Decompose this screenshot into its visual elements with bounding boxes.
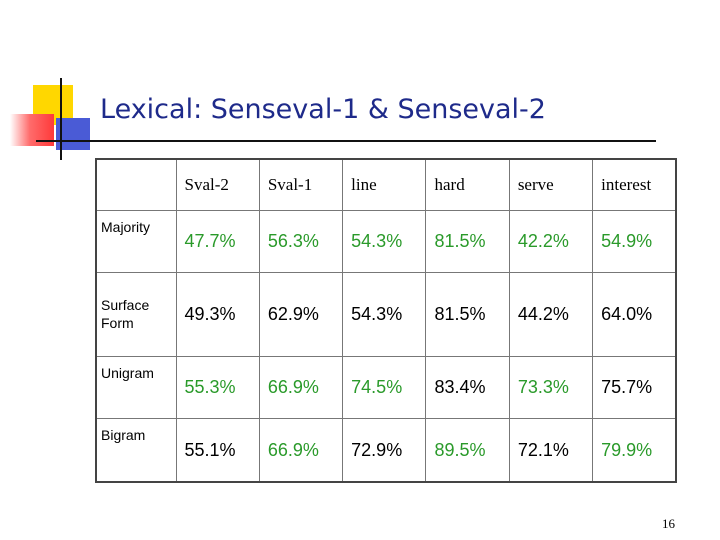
table-cell: 72.9%	[342, 418, 427, 483]
table-cell: 75.7%	[592, 356, 677, 420]
header-cell-sval1: Sval-1	[258, 158, 344, 211]
table-row: Unigram 55.3% 66.9% 74.5% 83.4% 73.3% 75…	[95, 356, 677, 420]
table-cell: 81.5%	[425, 272, 510, 358]
table-header-row: Sval-2 Sval-1 line hard serve interest	[95, 158, 677, 211]
table-cell: 54.3%	[342, 272, 427, 358]
header-cell-line: line	[342, 158, 427, 211]
header-cell-sval2: Sval-2	[175, 158, 260, 211]
table-cell: 56.3%	[258, 209, 344, 274]
table-cell: 47.7%	[175, 209, 260, 274]
table-cell: 89.5%	[425, 418, 510, 483]
table-cell: 79.9%	[592, 418, 677, 483]
header-cell-corner	[95, 158, 177, 211]
table-cell: 62.9%	[258, 272, 344, 358]
decor-horizontal-line	[36, 140, 656, 142]
table-cell: 55.1%	[175, 418, 260, 483]
table-cell: 54.3%	[342, 209, 427, 274]
table-cell: 55.3%	[175, 356, 260, 420]
results-table: Sval-2 Sval-1 line hard serve interest M…	[95, 158, 677, 483]
row-label-unigram: Unigram	[95, 356, 177, 420]
table-cell: 66.9%	[258, 418, 344, 483]
table-cell: 42.2%	[508, 209, 594, 274]
page-number: 16	[662, 516, 675, 531]
table-cell: 81.5%	[425, 209, 510, 274]
table-row: Majority 47.7% 56.3% 54.3% 81.5% 42.2% 5…	[95, 209, 677, 274]
table-cell: 44.2%	[508, 272, 594, 358]
slide-title: Lexical: Senseval-1 & Senseval-2	[100, 94, 546, 125]
header-cell-hard: hard	[425, 158, 510, 211]
decor-vertical-line	[60, 78, 62, 160]
table-cell: 64.0%	[592, 272, 677, 358]
table-cell: 72.1%	[508, 418, 594, 483]
table-cell: 66.9%	[258, 356, 344, 420]
table-cell: 54.9%	[592, 209, 677, 274]
row-label-bigram: Bigram	[95, 418, 177, 483]
table-cell: 74.5%	[342, 356, 427, 420]
row-label-surface-form: Surface Form	[95, 272, 177, 358]
header-cell-interest: interest	[592, 158, 677, 211]
header-cell-serve: serve	[508, 158, 594, 211]
table-row: Surface Form 49.3% 62.9% 54.3% 81.5% 44.…	[95, 272, 677, 358]
table-row: Bigram 55.1% 66.9% 72.9% 89.5% 72.1% 79.…	[95, 418, 677, 483]
row-label-majority: Majority	[95, 209, 177, 274]
table-cell: 49.3%	[175, 272, 260, 358]
table-cell: 73.3%	[508, 356, 594, 420]
table-cell: 83.4%	[425, 356, 510, 420]
